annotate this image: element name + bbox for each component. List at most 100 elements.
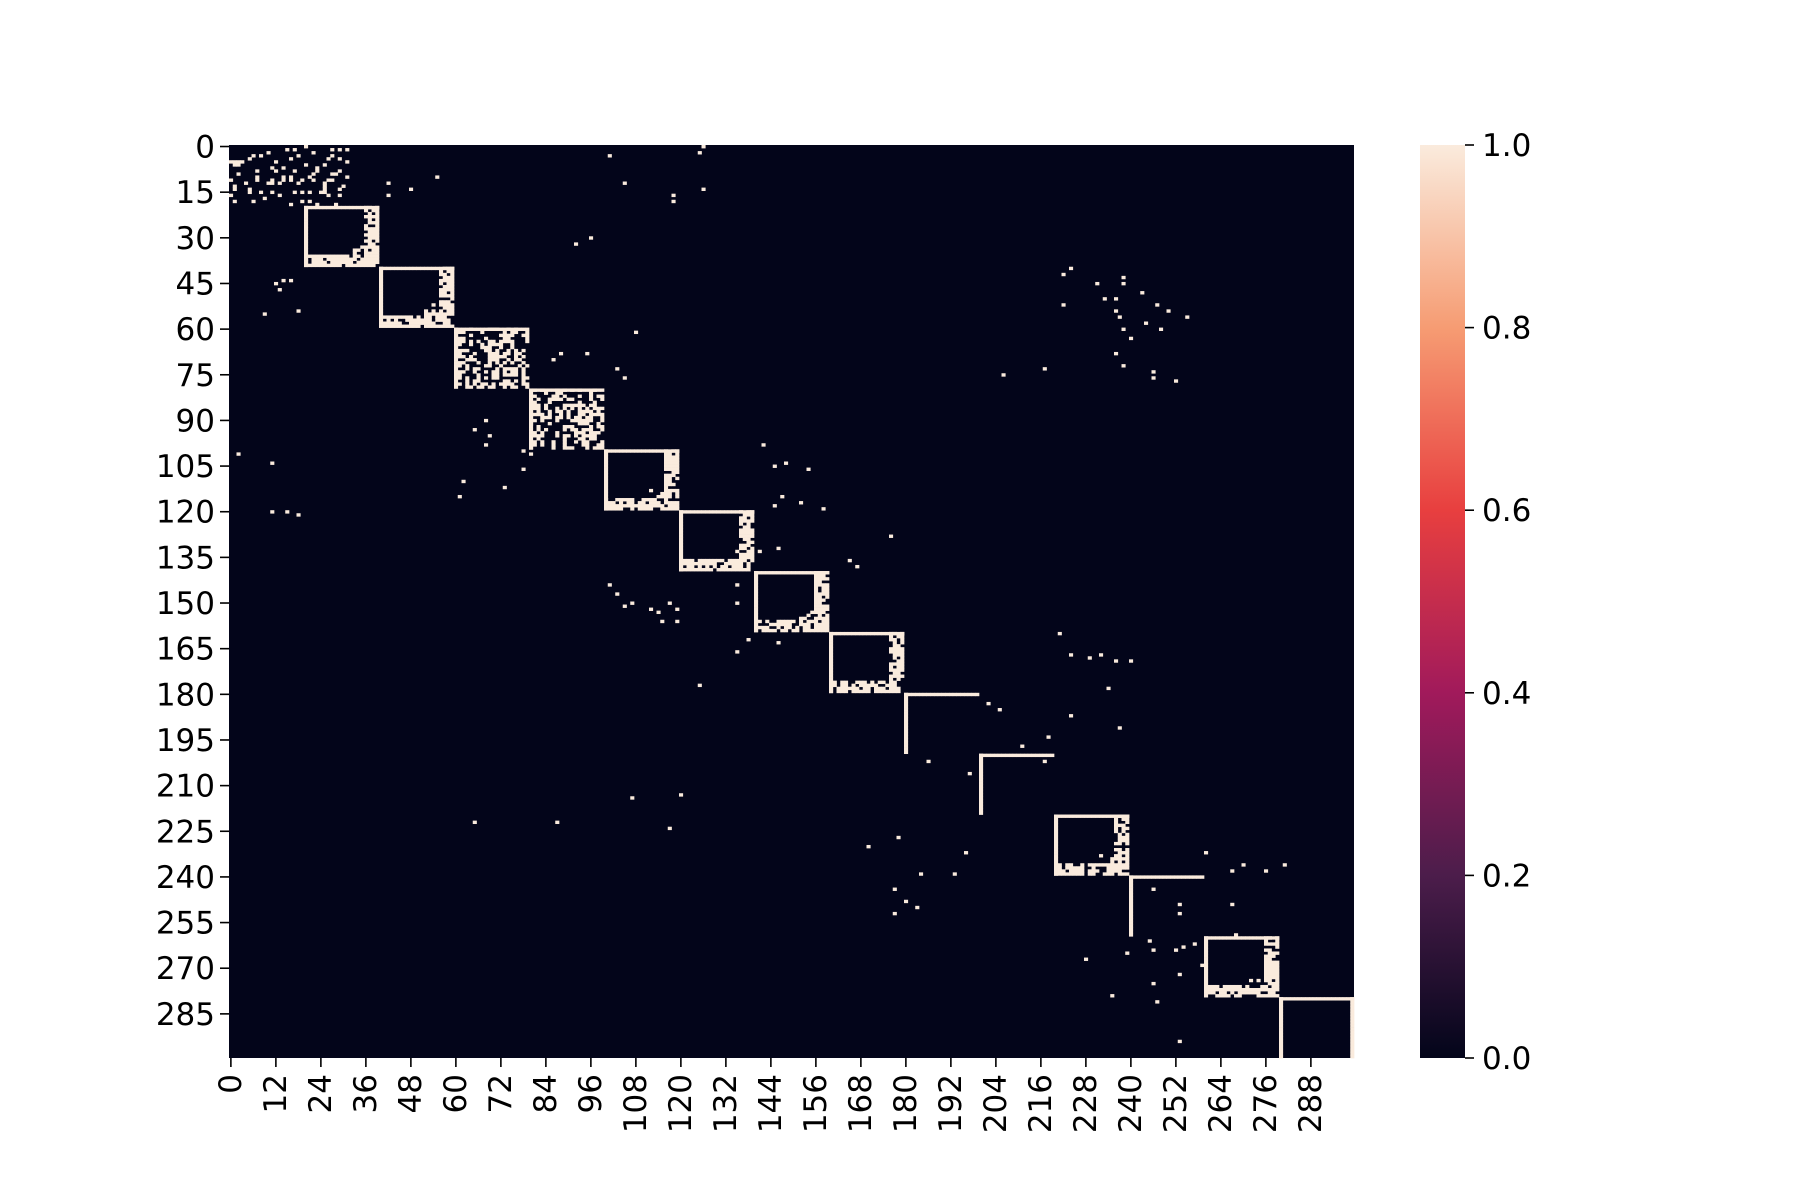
heatmap-cell	[698, 151, 702, 154]
heatmap-cell	[510, 385, 514, 388]
heatmap-cell	[822, 589, 826, 592]
heatmap-cell	[750, 528, 754, 531]
heatmap-cell	[1185, 875, 1189, 878]
heatmap-cell	[597, 413, 601, 416]
heatmap-cell	[1260, 985, 1264, 988]
heatmap-cell	[660, 507, 664, 510]
heatmap-cell	[368, 264, 372, 267]
heatmap-cell	[480, 346, 484, 349]
heatmap-cell	[529, 410, 533, 413]
heatmap-cell	[533, 443, 537, 446]
heatmap-cell	[679, 510, 683, 513]
heatmap-cell	[867, 845, 871, 848]
heatmap-cell	[675, 501, 679, 504]
heatmap-cell	[829, 678, 833, 681]
heatmap-cell	[897, 662, 901, 665]
heatmap-cell	[432, 325, 436, 328]
heatmap-cell	[1268, 976, 1272, 979]
heatmap-cell	[882, 681, 886, 684]
heatmap-cell	[720, 510, 724, 513]
heatmap-cell	[334, 172, 338, 175]
heatmap-cell	[484, 337, 488, 340]
heatmap-cell	[810, 629, 814, 632]
heatmap-cell	[447, 303, 451, 306]
heatmap-cell	[278, 182, 282, 185]
heatmap-cell	[353, 248, 357, 251]
heatmap-cell	[372, 233, 376, 236]
heatmap-cell	[1350, 1003, 1354, 1006]
y-tick-label: 0	[195, 130, 215, 166]
heatmap-cell	[1279, 1000, 1283, 1003]
heatmap-cell	[567, 398, 571, 401]
heatmap-cell	[769, 571, 773, 574]
heatmap-cell	[1099, 863, 1103, 866]
heatmap-cell	[484, 382, 488, 385]
heatmap-cell	[312, 261, 316, 264]
heatmap-cell	[743, 568, 747, 571]
heatmap-cell	[1204, 936, 1208, 939]
heatmap-cell	[679, 559, 683, 562]
heatmap-cell	[642, 507, 646, 510]
heatmap-cell	[574, 416, 578, 419]
heatmap-cell	[765, 571, 769, 574]
heatmap-cell	[529, 425, 533, 428]
heatmap-cell	[499, 334, 503, 337]
heatmap-cell	[904, 748, 908, 751]
heatmap-cell	[709, 510, 713, 513]
heatmap-cell	[615, 504, 619, 507]
heatmap-cell	[304, 212, 308, 215]
heatmap-cell	[833, 632, 837, 635]
heatmap-cell	[735, 568, 739, 571]
heatmap-cell	[1324, 997, 1328, 1000]
heatmap-cell	[514, 373, 518, 376]
heatmap-cell	[1077, 869, 1081, 872]
heatmap-cell	[567, 434, 571, 437]
x-tick-label: 156	[798, 1074, 834, 1133]
heatmap-cell	[1140, 291, 1144, 294]
heatmap-cell	[237, 163, 241, 166]
heatmap-cell	[409, 325, 413, 328]
heatmap-cell	[1279, 1006, 1283, 1009]
heatmap-cell	[1103, 863, 1107, 866]
heatmap-cell	[1182, 875, 1186, 878]
heatmap-cell	[1204, 955, 1208, 958]
heatmap-cell	[582, 404, 586, 407]
heatmap-cell	[679, 538, 683, 541]
heatmap-cell	[304, 264, 308, 267]
heatmap-cell	[672, 483, 676, 486]
heatmap-cell	[525, 382, 529, 385]
heatmap-cell	[510, 343, 514, 346]
heatmap-cell	[1264, 948, 1268, 951]
heatmap-cell	[229, 194, 233, 197]
heatmap-cell	[822, 586, 826, 589]
heatmap-cell	[514, 349, 518, 352]
heatmap-cell	[1114, 824, 1118, 827]
heatmap-cell	[507, 352, 511, 355]
heatmap-cell	[668, 468, 672, 471]
heatmap-cell	[270, 191, 274, 194]
heatmap-cell	[518, 358, 522, 361]
heatmap-cell	[634, 331, 638, 334]
heatmap-cell	[1174, 875, 1178, 878]
heatmap-cell	[1114, 297, 1118, 300]
heatmap-cell	[679, 544, 683, 547]
heatmap-cell	[589, 416, 593, 419]
heatmap-cell	[1242, 988, 1246, 991]
heatmap-cell	[1230, 936, 1234, 939]
heatmap-cell	[713, 559, 717, 562]
heatmap-cell	[597, 407, 601, 410]
heatmap-cell	[848, 559, 852, 562]
heatmap-cell	[387, 322, 391, 325]
heatmap-cell	[709, 559, 713, 562]
heatmap-cell	[747, 541, 751, 544]
heatmap-cell	[585, 434, 589, 437]
heatmap-cell	[754, 580, 758, 583]
heatmap-cell	[548, 401, 552, 404]
heatmap-cell	[424, 315, 428, 318]
heatmap-cell	[818, 571, 822, 574]
heatmap-cell	[248, 188, 252, 191]
heatmap-cell	[604, 486, 608, 489]
heatmap-cell	[818, 611, 822, 614]
x-tick-label: 36	[348, 1074, 384, 1113]
heatmap-cell	[379, 300, 383, 303]
